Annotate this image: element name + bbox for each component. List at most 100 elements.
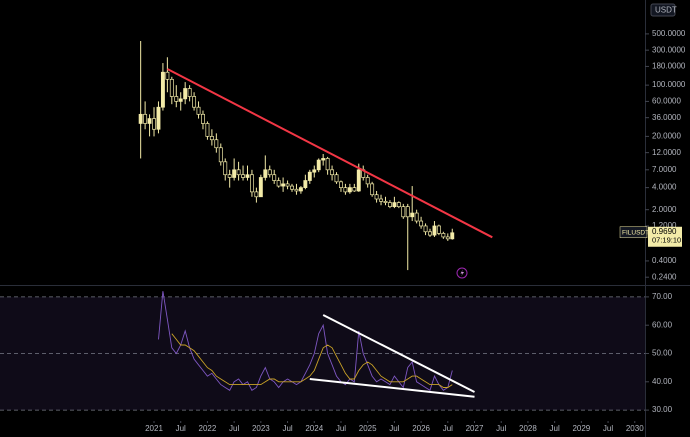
currency: USDT: [655, 6, 677, 15]
candle-body: [441, 233, 446, 238]
last-price-box: [648, 226, 682, 247]
x-tick-label: Jul: [282, 424, 292, 433]
x-tick-label: Jul: [176, 424, 186, 433]
candle-body: [387, 202, 392, 208]
x-tick-label: 2024: [305, 424, 323, 433]
y-tick-label: 4.0000: [652, 183, 677, 192]
candle-body: [343, 187, 348, 193]
countdown-label: 07:19:10: [652, 236, 681, 245]
candle-body: [419, 220, 424, 227]
candle-body: [410, 212, 415, 218]
candle-body: [147, 118, 152, 124]
x-tick-label: 2022: [199, 424, 217, 433]
candle-body: [325, 158, 330, 171]
candle-body: [138, 113, 143, 124]
y-tick-label: 50.00: [652, 349, 673, 358]
event-bolt: [460, 269, 464, 277]
candle-body: [276, 180, 281, 187]
candle-body: [258, 177, 263, 198]
x-tick-label: 2030: [626, 424, 644, 433]
candle-body: [156, 106, 161, 130]
x-tick-label: Jul: [336, 424, 346, 433]
candle-body: [294, 188, 299, 192]
event-icon[interactable]: [456, 267, 468, 279]
y-tick-label: 30.00: [652, 405, 673, 414]
candle-body: [183, 88, 188, 100]
candle-body: [321, 158, 326, 161]
candle-body: [245, 174, 250, 178]
y-tick-label: 70.00: [652, 292, 673, 301]
candle-body: [178, 98, 183, 102]
y-tick-label: 0.4000: [652, 256, 677, 265]
trendline: [166, 68, 493, 239]
symbol-label: FILUSDT: [622, 229, 649, 236]
rsi-trendline: [309, 377, 475, 398]
y-tick-label: 7.0000: [652, 165, 677, 174]
y-tick-label: 60.0000: [652, 97, 681, 106]
x-tick-label: 2028: [519, 424, 537, 433]
candle-body: [281, 183, 286, 187]
candle-body: [356, 169, 361, 192]
candle-body: [365, 177, 370, 185]
y-tick-label: 100.0000: [652, 80, 686, 89]
candle-body: [383, 200, 388, 203]
candle-body: [263, 169, 268, 178]
x-tick-label: Jul: [229, 424, 239, 433]
candle-body: [405, 206, 410, 218]
candle-body: [209, 136, 214, 141]
candle-body: [272, 174, 277, 181]
y-tick-label: 20.0000: [652, 131, 681, 140]
candle-body: [330, 169, 335, 176]
candle-body: [374, 194, 379, 200]
candle-body: [432, 225, 437, 236]
candle-body: [201, 113, 205, 124]
candle-body: [334, 174, 339, 183]
candle-body: [236, 169, 241, 176]
candle-body: [352, 187, 357, 192]
candle-body: [445, 236, 450, 240]
candle-body: [205, 123, 210, 137]
candle-body: [312, 169, 317, 173]
candle-body: [192, 96, 197, 108]
x-tick-label: 2025: [359, 424, 377, 433]
y-tick-label: 60.00: [652, 320, 673, 329]
candle-body: [214, 139, 219, 149]
x-tick-label: 2021: [145, 424, 163, 433]
candle-body: [339, 181, 343, 188]
candle-body: [249, 174, 254, 193]
last-price-label: 0.9690: [652, 227, 677, 236]
candle-body: [392, 202, 397, 208]
x-tick-label: 2027: [466, 424, 484, 433]
candle-body: [414, 212, 419, 222]
x-tick-label: Jul: [603, 424, 613, 433]
x-tick-label: Jul: [496, 424, 506, 433]
candle-body: [241, 174, 245, 178]
candle-body: [428, 231, 432, 236]
candle-body: [347, 187, 352, 193]
x-tick-label: Jul: [389, 424, 399, 433]
candle-body: [174, 96, 179, 102]
candle-body: [227, 174, 232, 178]
currency-box: [650, 3, 676, 17]
y-tick-label: 40.00: [652, 377, 673, 386]
candle-body: [307, 171, 312, 181]
x-tick-label: Jul: [443, 424, 453, 433]
rsi-trendline: [322, 314, 475, 393]
candle-body: [218, 147, 223, 163]
candle-body: [169, 78, 174, 97]
candle-body: [379, 198, 383, 202]
candle-body: [152, 118, 156, 130]
candle-body: [285, 183, 290, 187]
y-tick-label: 2.0000: [652, 205, 677, 214]
y-tick-label: 12.0000: [652, 148, 681, 157]
candle-body: [303, 180, 308, 188]
rsi-line: [158, 291, 453, 391]
candle-body: [187, 88, 192, 97]
candle-body: [290, 185, 294, 190]
candle-body: [298, 187, 303, 192]
candle-body: [254, 191, 259, 198]
candle-body: [165, 71, 170, 80]
candle-body: [232, 169, 237, 178]
